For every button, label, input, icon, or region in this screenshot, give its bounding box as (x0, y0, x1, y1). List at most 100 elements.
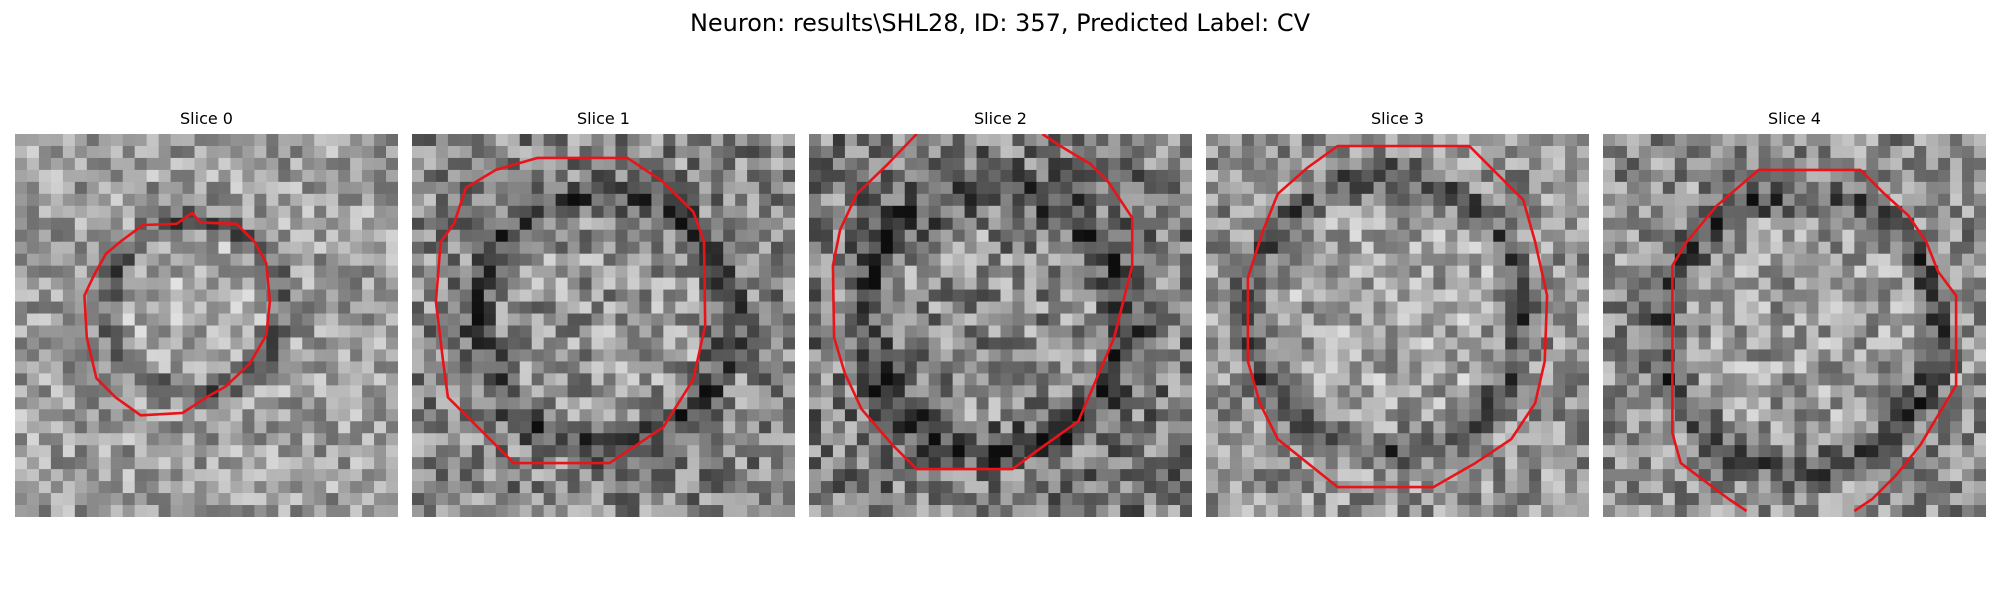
image-pixel (868, 421, 882, 434)
image-pixel (206, 289, 219, 302)
image-pixel (1229, 397, 1243, 410)
image-pixel (326, 421, 339, 434)
image-pixel (302, 469, 315, 482)
image-pixel (26, 457, 40, 470)
image-pixel (567, 325, 580, 338)
image-pixel (62, 229, 76, 243)
image-pixel (543, 313, 557, 326)
image-pixel (350, 433, 363, 446)
image-pixel (1553, 457, 1566, 470)
image-pixel (362, 325, 375, 338)
image-pixel (783, 253, 795, 267)
image-pixel (1794, 134, 1807, 147)
image-pixel (471, 457, 485, 470)
image-pixel (1517, 385, 1530, 398)
image-pixel (302, 134, 315, 147)
image-pixel (98, 409, 112, 422)
image-pixel (567, 397, 580, 410)
image-pixel (146, 493, 160, 506)
image-pixel (1710, 457, 1724, 470)
image-pixel (1289, 193, 1303, 207)
image-pixel (1974, 157, 1986, 171)
image-pixel (206, 229, 219, 243)
image-pixel (314, 181, 327, 195)
image-pixel (1493, 157, 1506, 171)
image-pixel (122, 481, 136, 494)
image-pixel (820, 301, 834, 314)
image-pixel (1156, 433, 1169, 446)
image-pixel (543, 373, 557, 386)
image-pixel (1373, 349, 1386, 362)
image-pixel (639, 481, 652, 494)
image-pixel (1962, 193, 1975, 207)
image-pixel (1505, 301, 1518, 314)
image-pixel (1241, 433, 1255, 446)
image-pixel (122, 265, 136, 279)
image-pixel (783, 181, 795, 195)
image-pixel (735, 157, 748, 171)
image-pixel (471, 301, 485, 314)
image-pixel (1000, 349, 1013, 362)
image-pixel (182, 169, 195, 183)
image-pixel (651, 493, 664, 506)
image-pixel (134, 277, 148, 290)
image-pixel (928, 169, 942, 183)
image-pixel (302, 265, 315, 279)
image-pixel (928, 241, 942, 255)
image-pixel (1626, 385, 1640, 398)
image-pixel (1686, 433, 1700, 446)
image-pixel (1156, 241, 1169, 255)
image-pixel (1626, 421, 1640, 434)
image-pixel (1565, 481, 1578, 494)
image-pixel (1206, 157, 1219, 171)
image-pixel (1842, 421, 1855, 434)
image-pixel (1168, 181, 1181, 195)
image-pixel (459, 134, 473, 147)
image-pixel (940, 349, 954, 362)
image-pixel (1301, 229, 1315, 243)
image-pixel (1000, 157, 1013, 171)
image-pixel (1662, 241, 1676, 255)
image-pixel (1794, 457, 1807, 470)
image-pixel (1734, 229, 1748, 243)
image-pixel (62, 433, 76, 446)
image-pixel (543, 289, 557, 302)
image-pixel (1108, 505, 1121, 517)
image-pixel (904, 481, 918, 494)
image-pixel (1493, 325, 1506, 338)
image-pixel (627, 265, 640, 279)
image-pixel (326, 134, 339, 147)
image-pixel (615, 421, 628, 434)
image-pixel (567, 445, 580, 458)
image-pixel (1229, 157, 1243, 171)
image-pixel (783, 325, 795, 338)
image-pixel (242, 181, 255, 195)
image-pixel (50, 289, 64, 302)
image-pixel (1072, 205, 1085, 219)
image-pixel (50, 205, 64, 219)
image-pixel (880, 397, 894, 410)
image-pixel (1782, 217, 1795, 231)
image-pixel (809, 193, 822, 207)
image-pixel (976, 349, 989, 362)
image-pixel (1277, 301, 1291, 314)
image-pixel (1950, 277, 1963, 290)
image-pixel (771, 145, 784, 159)
image-pixel (964, 409, 977, 422)
image-pixel (230, 397, 243, 410)
image-pixel (507, 217, 521, 231)
image-pixel (435, 205, 449, 219)
image-pixel (928, 481, 942, 494)
image-pixel (230, 361, 243, 374)
image-pixel (1734, 145, 1748, 159)
image-pixel (627, 493, 640, 506)
image-pixel (1734, 253, 1748, 267)
image-pixel (1710, 229, 1724, 243)
image-pixel (254, 373, 267, 386)
image-pixel (1217, 505, 1231, 517)
image-pixel (1084, 193, 1097, 207)
image-pixel (735, 493, 748, 506)
image-pixel (38, 181, 52, 195)
image-pixel (15, 277, 28, 290)
image-pixel (242, 301, 255, 314)
